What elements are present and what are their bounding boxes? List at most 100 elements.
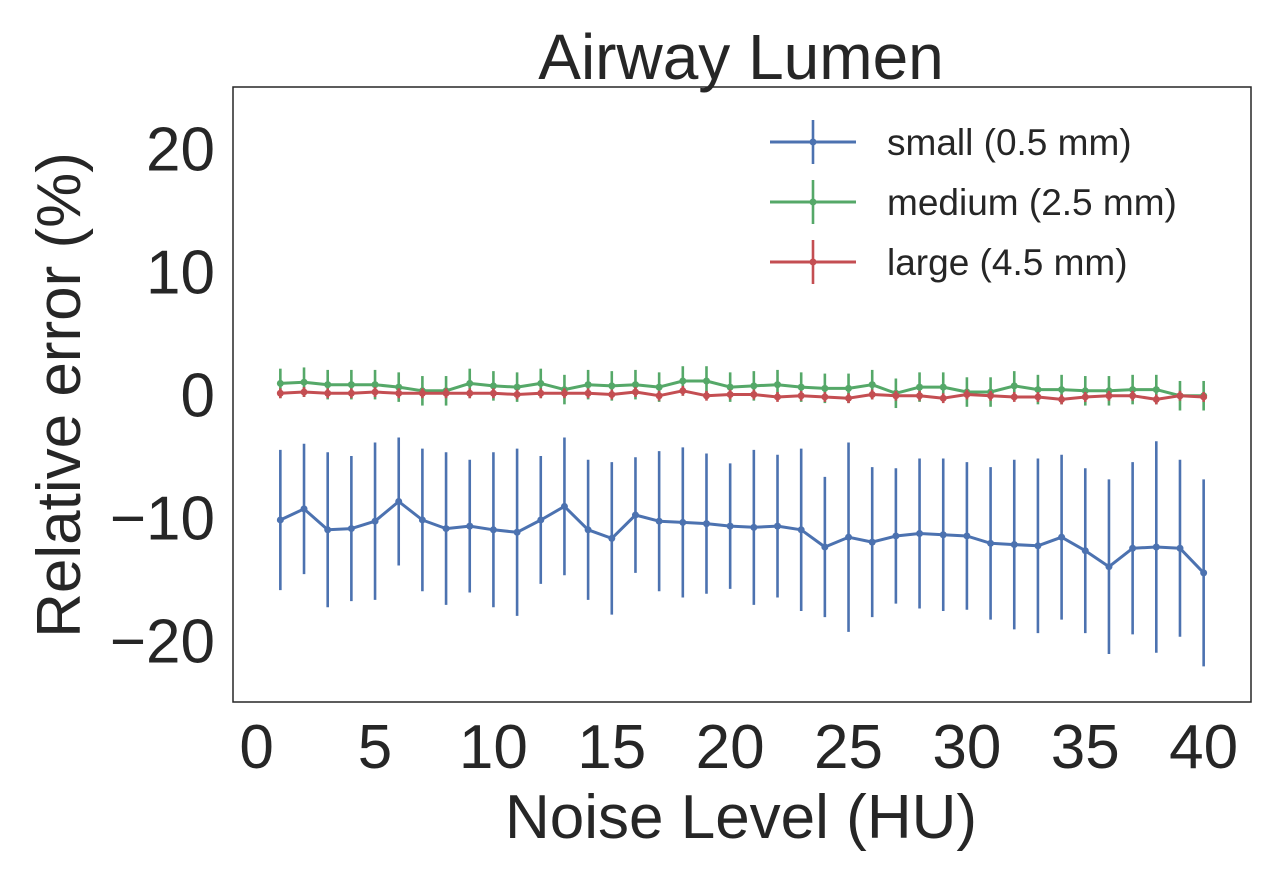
- data-point: [1034, 393, 1042, 401]
- data-point: [1152, 386, 1160, 394]
- data-point: [987, 392, 995, 400]
- legend-label: small (0.5 mm): [887, 122, 1132, 163]
- data-point: [868, 391, 876, 398]
- data-point: [845, 533, 853, 541]
- data-point: [702, 392, 710, 400]
- series-layer: [276, 366, 1208, 667]
- data-point: [631, 388, 639, 396]
- data-point: [797, 526, 805, 534]
- data-point: [655, 517, 663, 525]
- data-point: [395, 498, 403, 506]
- data-point: [1200, 569, 1208, 577]
- data-point: [371, 388, 379, 396]
- x-tick-label: 30: [932, 713, 1001, 782]
- data-point: [324, 381, 332, 389]
- data-point: [939, 531, 947, 539]
- plot-frame: [232, 86, 1252, 703]
- data-point: [395, 383, 403, 391]
- data-point: [868, 381, 876, 389]
- data-point: [892, 532, 900, 540]
- data-point: [821, 384, 829, 392]
- legend-item: large (4.5 mm): [770, 240, 1128, 284]
- data-point: [560, 389, 568, 397]
- data-point: [1081, 393, 1089, 401]
- x-tick-label: 10: [459, 713, 528, 782]
- data-point: [987, 539, 995, 547]
- data-point: [631, 381, 639, 389]
- data-point: [324, 526, 332, 534]
- data-point: [560, 502, 568, 510]
- data-point: [276, 516, 284, 524]
- data-point: [679, 518, 687, 526]
- data-point: [655, 383, 663, 391]
- y-tick-label: 10: [146, 239, 215, 308]
- series-1: [276, 366, 1208, 411]
- data-point: [1058, 386, 1066, 394]
- data-point: [395, 389, 403, 397]
- data-point: [726, 383, 734, 391]
- series-line: [280, 389, 1204, 401]
- data-point: [608, 391, 616, 398]
- x-tick-labels: 0 5 10 15 20 25 30 35 40: [239, 713, 1238, 782]
- data-point: [347, 389, 355, 397]
- data-point: [584, 381, 592, 389]
- data-point: [655, 392, 663, 400]
- data-point: [584, 526, 592, 534]
- data-point: [466, 522, 474, 530]
- data-point: [1129, 392, 1137, 400]
- data-point: [276, 389, 284, 397]
- data-point: [1105, 392, 1113, 400]
- data-point: [1010, 541, 1018, 549]
- data-point: [845, 394, 853, 402]
- data-point: [513, 391, 521, 398]
- data-point: [821, 393, 829, 401]
- data-point: [608, 534, 616, 542]
- data-point: [489, 389, 497, 397]
- data-point: [797, 383, 805, 391]
- data-point: [939, 383, 947, 391]
- data-point: [1176, 544, 1184, 552]
- data-point: [466, 379, 474, 387]
- x-tick-label: 5: [358, 713, 392, 782]
- x-tick-label: 20: [696, 713, 765, 782]
- legend-swatch-marker: [809, 258, 817, 266]
- data-point: [276, 379, 284, 387]
- legend-item: medium (2.5 mm): [770, 180, 1177, 224]
- data-point: [1034, 542, 1042, 550]
- y-tick-label: −20: [110, 608, 215, 677]
- data-point: [489, 526, 497, 534]
- legend-label: medium (2.5 mm): [887, 182, 1177, 223]
- data-point: [537, 379, 545, 387]
- data-point: [608, 382, 616, 390]
- data-point: [489, 382, 497, 390]
- data-point: [466, 389, 474, 397]
- data-point: [916, 383, 924, 391]
- data-point: [892, 392, 900, 400]
- data-point: [797, 392, 805, 400]
- y-tick-label: 0: [181, 362, 215, 431]
- data-point: [963, 391, 971, 398]
- data-point: [418, 389, 426, 397]
- data-point: [939, 394, 947, 402]
- x-tick-label: 0: [239, 713, 273, 782]
- series-line: [279, 500, 1205, 574]
- data-point: [702, 377, 710, 385]
- series-2: [276, 385, 1208, 405]
- data-point: [679, 387, 687, 395]
- x-tick-label: 15: [577, 713, 646, 782]
- data-point: [418, 516, 426, 524]
- data-point: [750, 523, 758, 531]
- legend-label: large (4.5 mm): [887, 242, 1128, 283]
- data-point: [821, 543, 829, 551]
- data-point: [916, 392, 924, 400]
- series-line: [280, 379, 1204, 398]
- data-point: [750, 391, 758, 398]
- chart-title: Airway Lumen: [538, 21, 944, 93]
- data-point: [1176, 392, 1184, 400]
- data-point: [1105, 563, 1113, 571]
- data-point: [1058, 395, 1066, 403]
- data-point: [774, 522, 782, 530]
- data-point: [1152, 395, 1160, 403]
- data-point: [1081, 547, 1089, 555]
- data-point: [300, 378, 308, 386]
